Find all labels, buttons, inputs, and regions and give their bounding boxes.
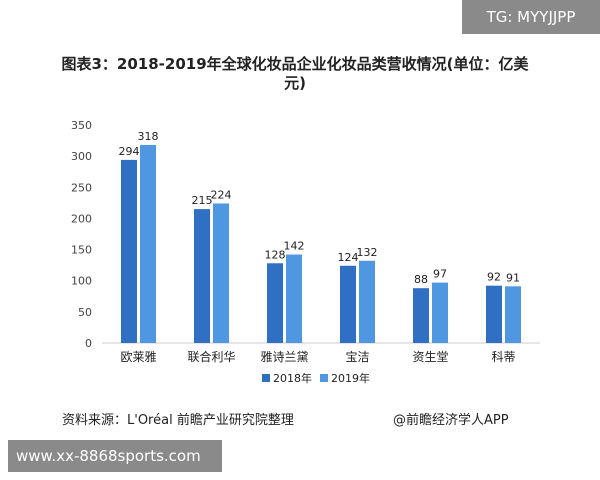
data-label: 128 (265, 248, 286, 261)
watermark-url: www.xx-8868sports.com (8, 440, 222, 472)
x-tick-label: 科蒂 (491, 350, 515, 364)
x-tick-label: 联合利华 (187, 349, 235, 364)
x-tick-label: 雅诗兰黛 (260, 349, 308, 364)
bar-2018 (413, 288, 429, 343)
y-tick-label: 200 (71, 212, 92, 225)
data-label: 318 (138, 130, 159, 143)
x-tick-label: 宝洁 (345, 350, 369, 364)
channel-tag: TG: MYYJJPP (462, 0, 600, 34)
y-tick-label: 100 (71, 275, 92, 288)
bar-2018 (121, 159, 137, 343)
data-label: 124 (338, 251, 359, 264)
data-label: 142 (284, 240, 305, 253)
legend-swatch (262, 374, 270, 382)
bar-2019 (359, 260, 375, 343)
legend-label: 2019年 (331, 371, 370, 385)
bar-2018 (267, 263, 283, 343)
chart-title: 图表3：2018-2019年全球化妆品企业化妆品类营收情况(单位：亿美元) (61, 55, 529, 92)
y-tick-label: 250 (71, 181, 92, 194)
y-tick-label: 0 (85, 337, 92, 350)
bar-2019 (432, 282, 448, 343)
data-label: 92 (487, 271, 501, 284)
bar-2018 (194, 209, 210, 343)
bar-2019 (286, 254, 302, 343)
data-label: 132 (357, 246, 378, 259)
y-tick-label: 50 (78, 306, 92, 319)
y-tick-label: 350 (71, 119, 92, 132)
data-label: 91 (506, 271, 520, 284)
data-label: 215 (192, 194, 213, 207)
legend-swatch (320, 374, 328, 382)
x-tick-label: 资生堂 (412, 350, 448, 364)
credit-note: @前瞻经济学人APP (393, 413, 509, 428)
bar-2018 (486, 285, 502, 343)
bar-2019 (505, 286, 521, 343)
data-label: 88 (414, 273, 428, 286)
y-tick-label: 300 (71, 150, 92, 163)
y-tick-label: 150 (71, 244, 92, 257)
data-label: 97 (433, 268, 447, 281)
data-label: 224 (211, 188, 232, 201)
bar-2019 (140, 144, 156, 343)
source-note: 资料来源：L'Oréal 前瞻产业研究院整理 (62, 413, 294, 428)
bar-2019 (213, 203, 229, 343)
data-label: 294 (119, 145, 140, 158)
bar-2018 (340, 265, 356, 343)
x-tick-label: 欧莱雅 (120, 349, 156, 364)
legend-label: 2018年 (273, 371, 312, 385)
